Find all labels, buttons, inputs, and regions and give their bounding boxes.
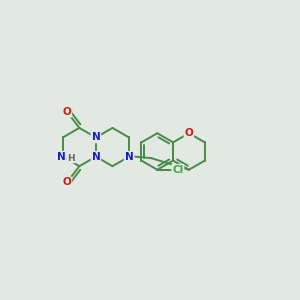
Text: O: O [184, 128, 193, 138]
Text: O: O [63, 107, 71, 117]
Text: Cl: Cl [172, 165, 184, 175]
Text: N: N [125, 152, 134, 162]
Text: N: N [92, 133, 100, 142]
Text: O: O [63, 177, 71, 188]
Text: H: H [67, 154, 75, 163]
Text: N: N [92, 152, 100, 162]
Text: N: N [57, 152, 66, 162]
